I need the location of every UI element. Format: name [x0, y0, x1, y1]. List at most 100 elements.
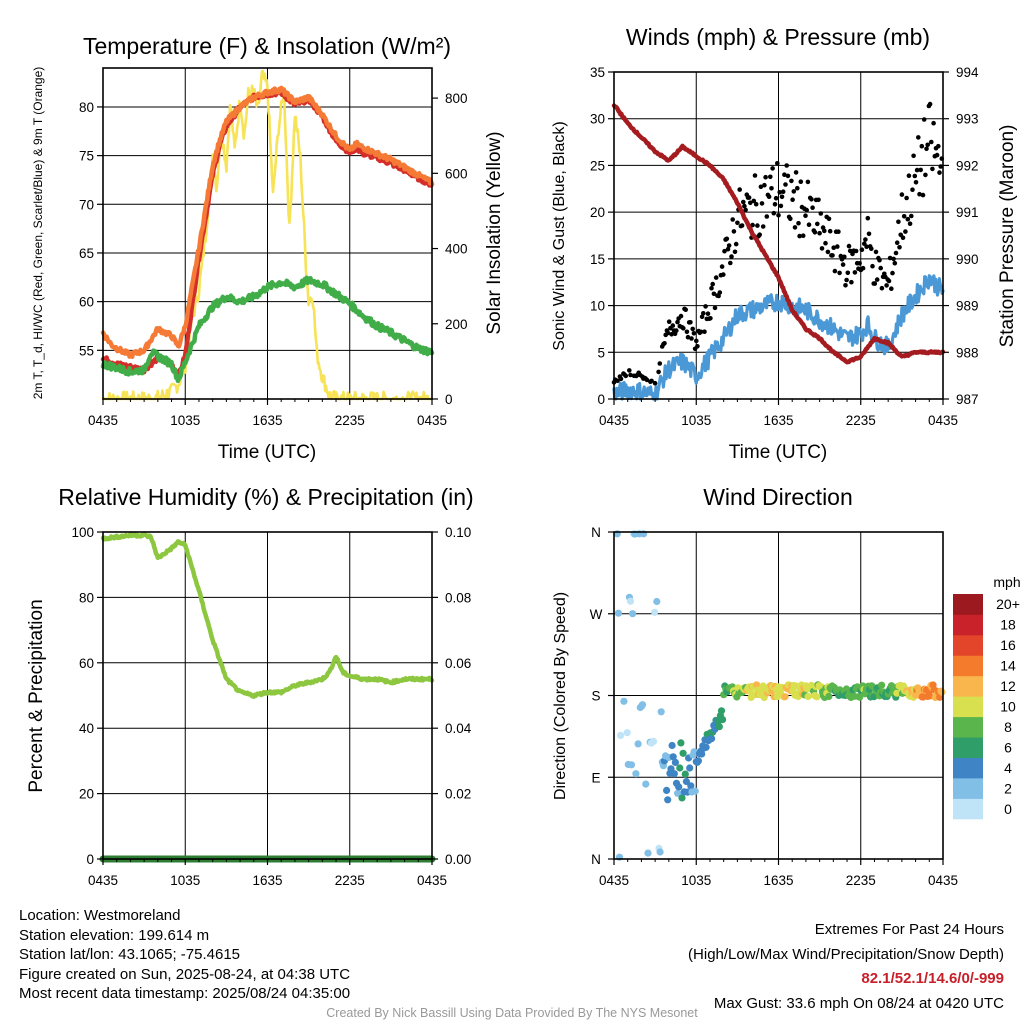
y-tick-label-right: 200 — [445, 317, 468, 332]
station-latlon: Station lat/lon: 43.1065; -75.4615 — [19, 946, 241, 963]
extremes-values: 82.1/52.1/14.6/0/-999 — [861, 970, 1004, 987]
credit-line: Created By Nick Bassill Using Data Provi… — [326, 1006, 698, 1020]
gust-point — [913, 180, 919, 185]
y-tick-label-right: 0.06 — [445, 656, 471, 671]
y-tick-label-right: 0.00 — [445, 852, 471, 867]
colorbar-label: 4 — [1004, 760, 1012, 776]
gust-point — [764, 214, 770, 219]
y-tick-label-left: 35 — [590, 65, 605, 80]
direction-point — [632, 770, 640, 778]
direction-point — [717, 707, 726, 715]
gust-point — [830, 253, 835, 258]
y-axis-label-left: Percent & Precipitation — [26, 599, 47, 792]
gust-point — [782, 172, 787, 177]
direction-point — [719, 716, 727, 724]
y-axis-label-right: Solar Insolation (Yellow) — [484, 131, 505, 334]
y-tick-label-left: S — [591, 689, 600, 704]
colorbar-label: 10 — [1000, 699, 1016, 715]
gust-point — [796, 220, 801, 226]
gust-point — [857, 261, 862, 266]
gust-point — [790, 197, 795, 202]
colorbar-label: 18 — [1000, 617, 1016, 633]
y-tick-label-left: 20 — [79, 787, 94, 802]
gust-point — [845, 270, 851, 276]
direction-point — [634, 740, 642, 748]
y-tick-label-right: 0.02 — [445, 787, 471, 802]
y-tick-label-right: 990 — [956, 252, 979, 267]
gust-point — [889, 286, 894, 292]
gust-point — [823, 240, 828, 246]
gust-point — [670, 323, 676, 328]
direction-point — [663, 786, 671, 795]
gust-point — [849, 279, 854, 285]
colorbar-label: 16 — [1000, 637, 1016, 653]
colorbar-swatch — [953, 798, 983, 820]
gust-point — [694, 338, 699, 344]
gust-point — [726, 243, 732, 248]
gust-point — [699, 314, 705, 320]
gust-point — [770, 166, 775, 171]
gust-point — [826, 216, 832, 222]
gust-point — [870, 263, 875, 269]
y-tick-label-left: E — [591, 770, 600, 785]
gust-point — [742, 203, 747, 209]
gust-point — [733, 241, 739, 247]
gust-point — [772, 202, 778, 207]
gust-point — [683, 307, 688, 313]
direction-point — [627, 761, 636, 769]
y-tick-label-right: 0.08 — [445, 590, 471, 605]
colorbar-label: 6 — [1004, 739, 1012, 755]
colorbar-swatch — [953, 655, 983, 677]
gust-point — [652, 380, 658, 386]
gust-point — [674, 328, 679, 333]
y-tick-label-left: N — [591, 525, 601, 540]
gust-point — [724, 236, 730, 242]
gust-point — [905, 216, 911, 222]
gust-point — [899, 192, 905, 197]
colorbar-label: 0 — [1004, 801, 1012, 817]
gust-point — [669, 332, 674, 337]
gust-point — [920, 192, 926, 198]
panel-title: Temperature (F) & Insolation (W/m²) — [83, 33, 451, 59]
gust-point — [758, 184, 764, 190]
gust-point — [675, 319, 680, 325]
y-tick-label-left: 40 — [79, 721, 94, 736]
gust-point — [938, 164, 943, 169]
direction-point — [657, 708, 665, 716]
gust-point — [708, 316, 713, 321]
x-tick-label: 2235 — [846, 873, 876, 888]
gust-point — [934, 152, 940, 158]
gust-point — [741, 199, 746, 205]
gust-point — [768, 174, 773, 180]
gust-point — [779, 194, 785, 200]
gust-point — [803, 213, 808, 218]
y-tick-label-right: 0.04 — [445, 721, 472, 736]
gust-point — [773, 195, 779, 201]
direction-point — [708, 735, 716, 743]
x-tick-label: 1035 — [170, 413, 200, 428]
y-tick-label-left: 80 — [79, 590, 94, 605]
gust-point — [753, 201, 759, 207]
panel-title: Wind Direction — [703, 484, 853, 510]
direction-point — [642, 780, 650, 788]
gust-point — [827, 228, 833, 234]
direction-point — [691, 787, 699, 795]
gust-point — [925, 142, 930, 148]
gust-point — [914, 167, 920, 173]
direction-point — [676, 764, 684, 772]
direction-point — [702, 743, 710, 751]
gust-point — [859, 247, 865, 252]
y-tick-label-left: W — [590, 607, 603, 622]
insolation-line — [101, 69, 434, 401]
gust-point — [689, 336, 694, 341]
direction-point — [644, 849, 652, 857]
x-tick-label: 0435 — [88, 873, 118, 888]
gust-point — [618, 376, 624, 382]
direction-point — [656, 848, 664, 856]
gust-point — [846, 243, 852, 249]
y-tick-label-left: 60 — [79, 295, 94, 310]
gust-point — [860, 265, 866, 271]
gust-point — [901, 214, 907, 219]
gust-point — [685, 334, 691, 340]
gust-point — [731, 229, 737, 234]
